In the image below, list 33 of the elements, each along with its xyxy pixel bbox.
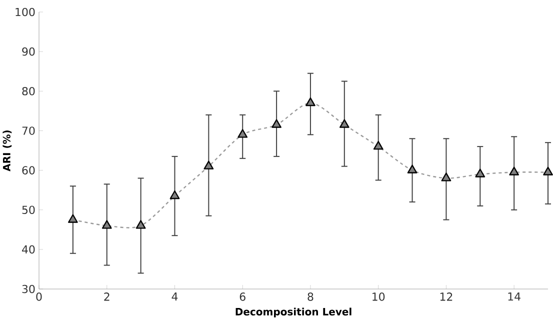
point: [407, 164, 418, 174]
x-tick-label: 14: [508, 292, 520, 301]
x-tick-label: 8: [308, 292, 314, 301]
x-tick-label: 10: [372, 292, 385, 301]
point: [170, 190, 180, 200]
point: [509, 166, 520, 176]
point: [204, 160, 214, 170]
point: [272, 119, 282, 128]
y-tick-label: 70: [22, 126, 35, 135]
x-axis-title: Decomposition Level: [236, 308, 352, 318]
y-tick-label: 40: [22, 245, 35, 254]
x-tick-label: 0: [36, 292, 42, 301]
point: [238, 129, 248, 138]
y-tick-label: 60: [22, 166, 35, 174]
point: [373, 140, 384, 150]
y-tick-label: 80: [22, 86, 35, 96]
point: [475, 168, 486, 178]
y-tick-label: 100: [16, 8, 35, 16]
point: [543, 166, 553, 176]
x-tick-label: 2: [104, 292, 110, 301]
y-axis-title: ARI (%): [2, 130, 12, 172]
point: [136, 220, 146, 229]
y-tick-label: 50: [22, 206, 35, 214]
point: [441, 172, 452, 182]
point: [339, 119, 350, 128]
y-tick-label: 90: [22, 47, 35, 56]
point: [306, 97, 316, 106]
y-tick-label: 30: [22, 284, 35, 294]
point: [102, 220, 112, 229]
x-tick-label: 4: [172, 292, 178, 301]
x-tick-label: 6: [240, 292, 246, 301]
point: [68, 214, 78, 223]
x-tick-label: 12: [440, 292, 452, 301]
